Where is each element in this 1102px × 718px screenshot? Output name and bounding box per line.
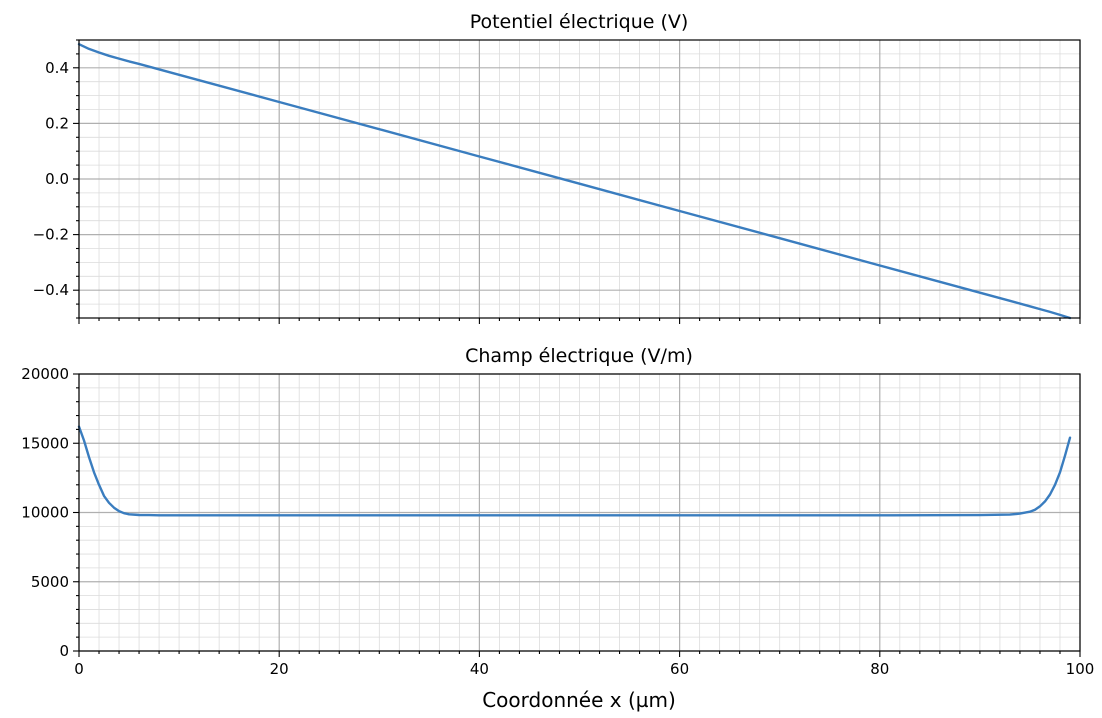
x-tick-label: 80 [870,660,889,678]
x-tick-label: 0 [74,660,84,678]
potential-plot-frame [78,39,1081,319]
y-tick-label: 20000 [21,365,69,383]
field-panel: Champ électrique (V/m) 0 20 40 60 80 100 0 5000… [21,345,1094,678]
y-tick-label: 0.0 [45,170,69,188]
field-plot-frame [78,373,1081,652]
x-tick-label: 40 [470,660,489,678]
x-tick-label: 60 [670,660,689,678]
field-tick-labels: 0 20 40 60 80 100 0 5000 10000 15000 20000 [21,365,1094,678]
field-series [77,425,1072,517]
x-tick-label: 20 [270,660,289,678]
potential-axes [73,39,1081,324]
y-tick-label: −0.4 [33,281,69,299]
potential-panel: Potentiel électrique (V) −0.4 −0.2 0.0 0.2 0… [33,11,1081,324]
y-tick-label: 0.4 [45,59,69,77]
potential-grid [78,39,1081,319]
y-tick-label: 10000 [21,504,69,522]
field-title: Champ électrique (V/m) [465,345,693,367]
potential-title: Potentiel électrique (V) [470,11,689,33]
potential-series [77,43,1072,320]
y-tick-label: 15000 [21,434,69,452]
y-tick-label: 5000 [31,573,69,591]
field-series-line [77,425,1072,517]
y-tick-label: 0 [59,642,69,660]
field-grid [78,373,1081,652]
potential-series-line [77,43,1072,320]
y-tick-label: −0.2 [33,226,69,244]
field-axes [73,373,1081,657]
x-tick-label: 100 [1066,660,1095,678]
y-tick-label: 0.2 [45,114,69,132]
x-axis-label: Coordonnée x (µm) [482,688,676,712]
potential-tick-labels: −0.4 −0.2 0.0 0.2 0.4 [33,59,69,299]
